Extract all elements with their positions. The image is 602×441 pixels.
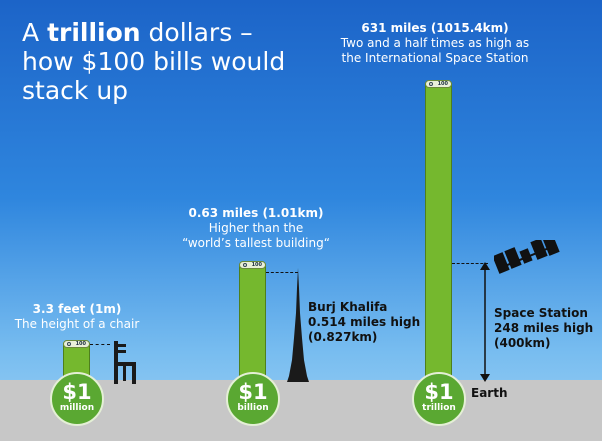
million-coin: $1 million: [50, 372, 104, 426]
title-prefix: A: [22, 18, 48, 47]
trillion-coin-unit: trillion: [422, 403, 456, 413]
trillion-bill-top: 100: [425, 80, 452, 88]
million-coin-unit: million: [59, 403, 95, 413]
billion-coin-amount: $1: [238, 380, 268, 404]
bill-seal-icon: [67, 342, 71, 346]
trillion-stack: [425, 83, 452, 385]
billion-dash: [266, 272, 298, 273]
million-headline: 3.3 feet (1m): [32, 302, 122, 316]
trillion-coin-amount: $1: [424, 380, 454, 404]
million-bill-top: 100: [63, 340, 90, 348]
station-height-km: (400km): [494, 336, 551, 350]
title-suffix: dollars –: [140, 18, 253, 47]
trillion-coin: $1 trillion: [412, 372, 466, 426]
title-line-2: how $100 bills would: [22, 47, 286, 76]
chair-icon: [114, 341, 136, 384]
bill-label: 100: [437, 81, 448, 87]
bill-seal-icon: [243, 263, 247, 267]
billion-headline: 0.63 miles (1.01km): [188, 206, 324, 220]
billion-caption: 0.63 miles (1.01km) Higher than the “wor…: [168, 206, 344, 251]
title-bold-word: trillion: [47, 18, 141, 47]
trillion-headline: 631 miles (1015.4km): [361, 21, 509, 35]
bill-label: 100: [75, 341, 86, 347]
bill-label: 100: [251, 262, 262, 268]
burj-caption: Burj Khalifa 0.514 miles high (0.827km): [308, 300, 421, 345]
station-height-miles: 248 miles high: [494, 321, 594, 335]
billion-subline-2: “world’s tallest building“: [182, 236, 330, 250]
trillion-subline-1: Two and a half times as high as: [340, 36, 530, 50]
burj-height-km: (0.827km): [308, 330, 378, 344]
trillion-caption: 631 miles (1015.4km) Two and a half time…: [330, 21, 540, 66]
burj-khalifa-icon: [287, 268, 309, 382]
station-caption: Space Station 248 miles high (400km): [494, 306, 594, 351]
station-name: Space Station: [494, 306, 588, 320]
million-subline: The height of a chair: [14, 317, 140, 331]
billion-bill-top: 100: [239, 261, 266, 269]
billion-stack: [239, 264, 266, 385]
height-arrow-icon: [480, 262, 490, 382]
million-coin-amount: $1: [62, 380, 92, 404]
trillion-subline-2: the International Space Station: [341, 51, 529, 65]
billion-coin: $1 billion: [226, 372, 280, 426]
title-line-3: stack up: [22, 76, 129, 105]
million-caption: 3.3 feet (1m) The height of a chair: [10, 302, 144, 332]
space-station-icon: [494, 240, 560, 274]
billion-subline-1: Higher than the: [208, 221, 304, 235]
page-title: A trillion dollars – how $100 bills woul…: [22, 18, 285, 105]
bill-seal-icon: [429, 82, 433, 86]
station-dash: [452, 263, 488, 264]
burj-height-miles: 0.514 miles high: [308, 315, 421, 329]
billion-coin-unit: billion: [237, 403, 269, 413]
earth-label: Earth: [471, 386, 508, 400]
burj-name: Burj Khalifa: [308, 300, 388, 314]
million-dash: [90, 344, 110, 345]
